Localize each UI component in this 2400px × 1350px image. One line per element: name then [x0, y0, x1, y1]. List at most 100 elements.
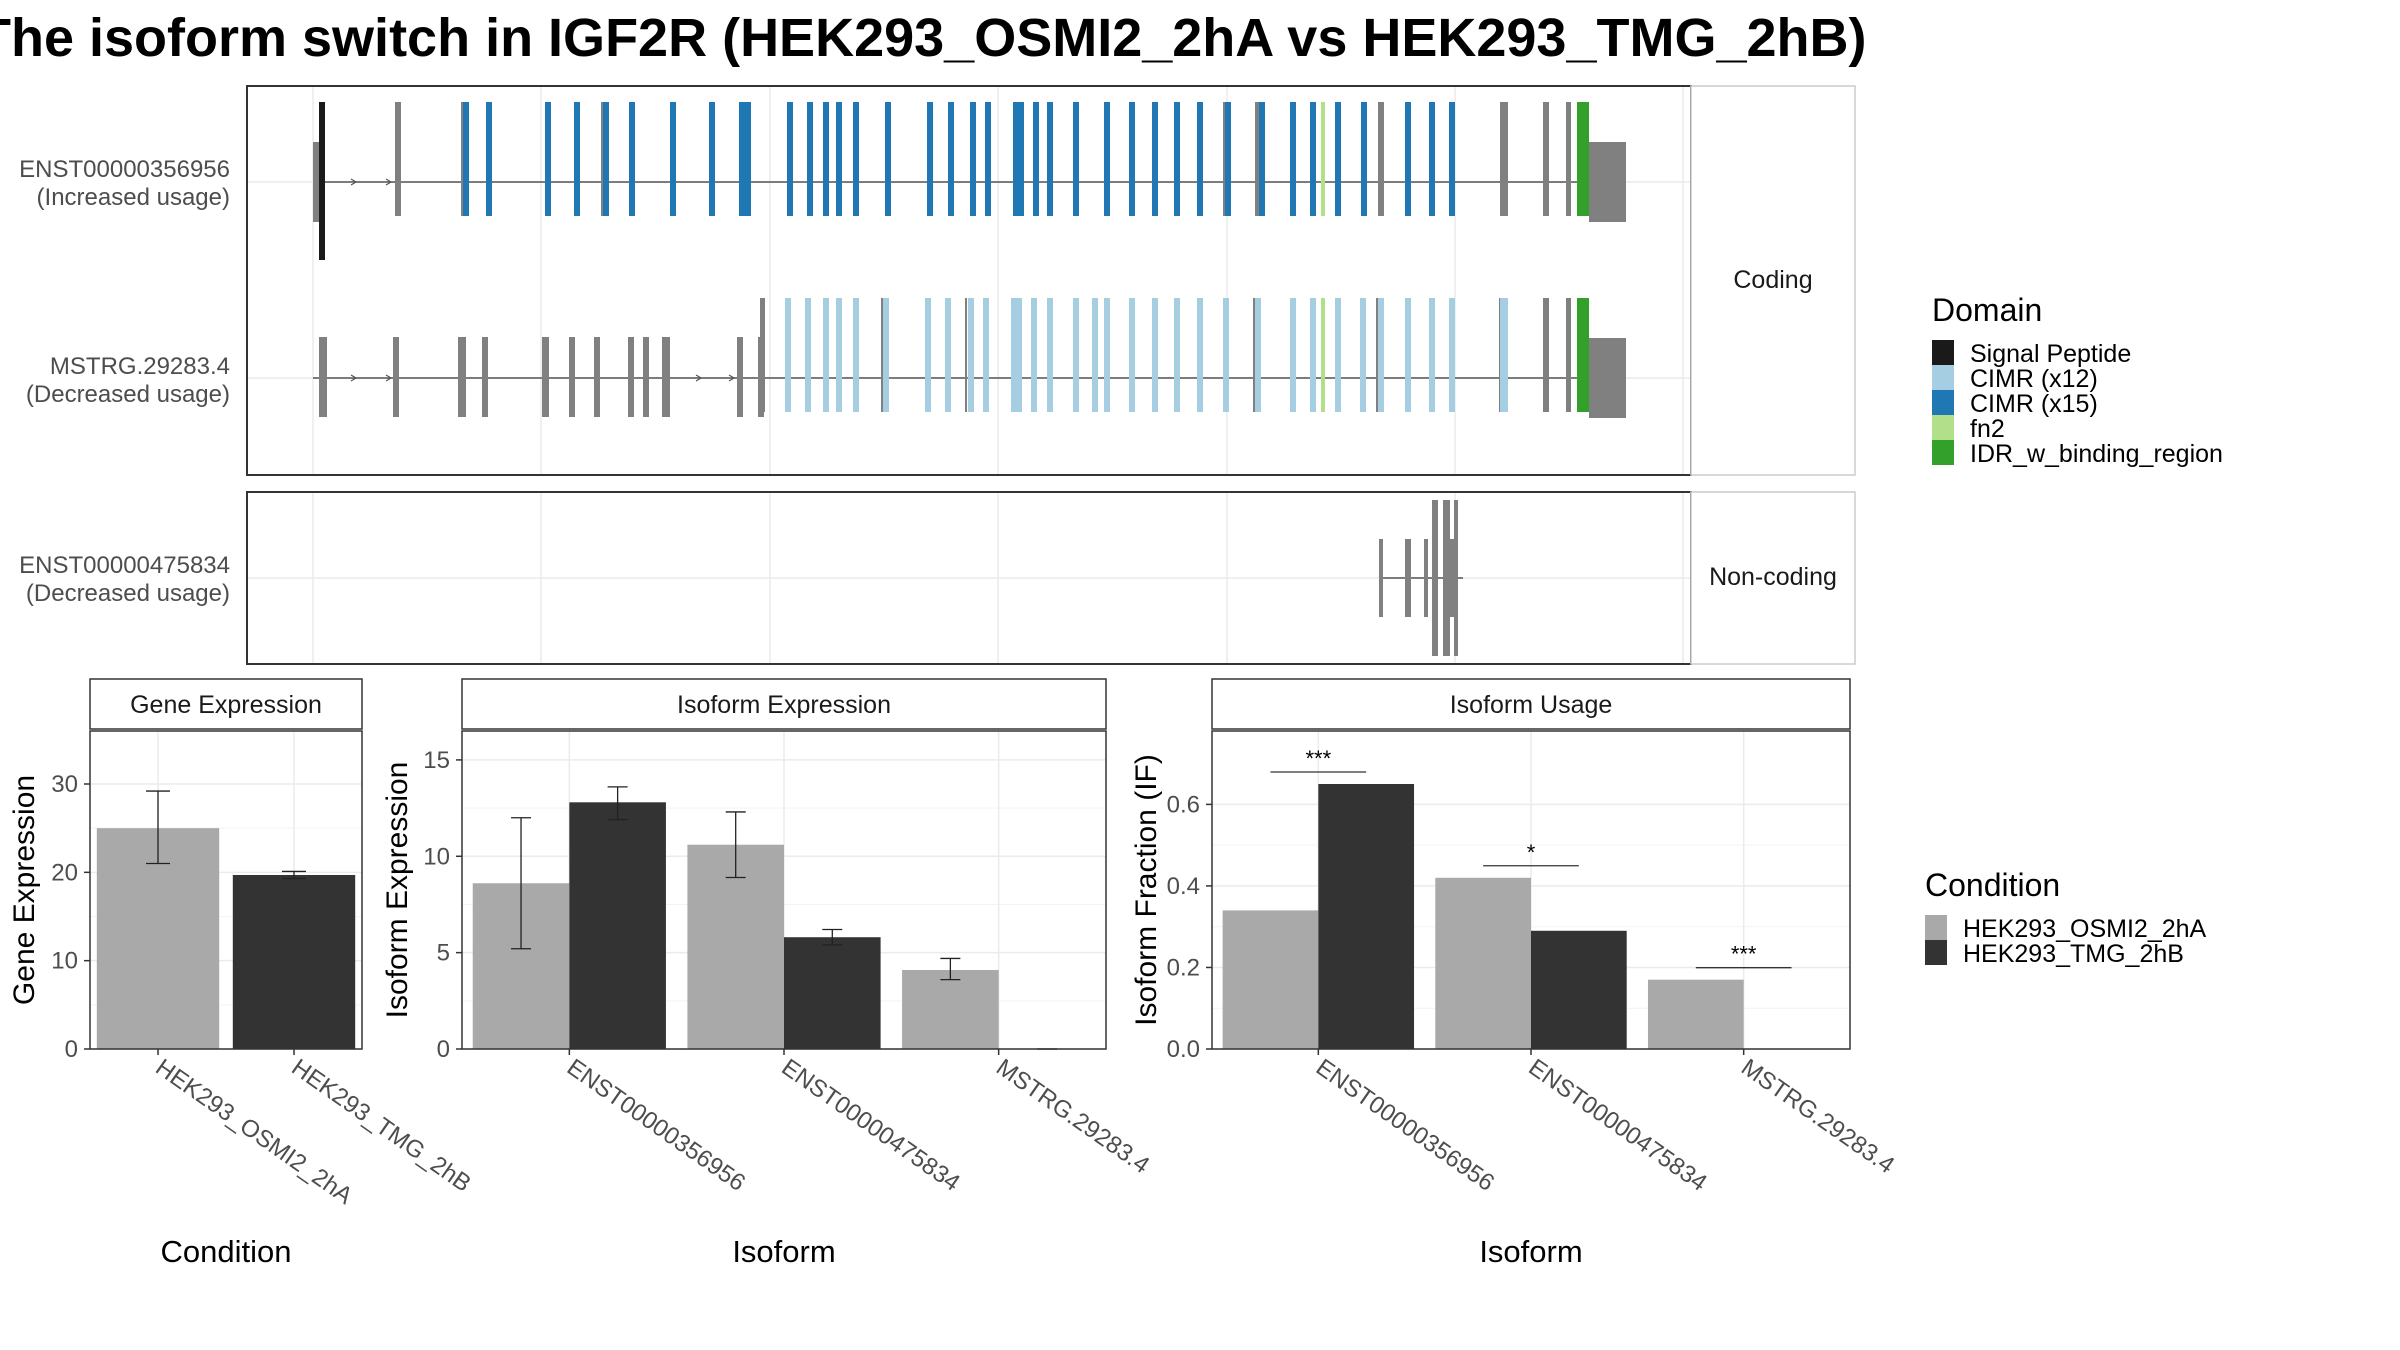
exon	[823, 298, 829, 412]
isoform-usage-chart: Isoform Usage0.00.20.40.6*******ENST0000…	[1130, 678, 1899, 1269]
exon	[1290, 102, 1296, 216]
exon	[393, 337, 399, 417]
exon	[463, 102, 469, 216]
exon	[1016, 298, 1022, 412]
exon	[1360, 298, 1366, 412]
exon-edge	[965, 298, 967, 412]
exon	[970, 102, 976, 216]
x-tick-label: MSTRG.29283.4	[1736, 1054, 1899, 1179]
exon	[823, 102, 829, 216]
y-tick-label: 0	[437, 1036, 450, 1063]
strand-arrow	[695, 374, 703, 382]
exon	[1566, 102, 1571, 216]
legend-swatch-cond-a	[1925, 915, 1947, 940]
utr-exon	[1589, 338, 1626, 418]
exon	[662, 337, 670, 417]
exon	[709, 102, 715, 216]
utr-exon	[1589, 142, 1626, 222]
exon	[1379, 539, 1383, 617]
exon	[545, 102, 551, 216]
x-tick-label: ENST00000356956	[1311, 1054, 1499, 1197]
exon	[594, 337, 600, 417]
exon-edge	[1376, 298, 1378, 412]
exon	[1429, 102, 1435, 216]
isoform-expression-chart: Isoform Expression 0 5 10 15 ENST00000356956 E…	[381, 678, 1154, 1269]
x-tick-label: ENST00000356956	[562, 1054, 750, 1197]
exon	[1129, 102, 1135, 216]
strand-arrow	[350, 178, 358, 186]
bar	[784, 937, 881, 1049]
exon	[1443, 500, 1450, 656]
exon	[1197, 298, 1203, 412]
exon	[1405, 539, 1411, 617]
exon	[985, 102, 991, 216]
exon	[745, 102, 751, 216]
exon	[1405, 298, 1411, 412]
coding-panel	[246, 85, 1692, 476]
exon	[853, 298, 859, 412]
coding-strip: Coding	[1690, 85, 1856, 476]
legend-label-signal-peptide: Signal Peptide	[1970, 340, 2131, 368]
exon	[1223, 298, 1229, 412]
domain-legend: Domain Signal Peptide CIMR (x12) CIMR (x…	[1932, 292, 2223, 468]
exon	[1255, 102, 1261, 216]
exon	[805, 298, 811, 412]
y-tick-label: 0.0	[1167, 1036, 1200, 1063]
strand-arrow	[350, 374, 358, 382]
exon	[319, 337, 327, 417]
legend-swatch-cimr12	[1932, 365, 1954, 390]
exon	[785, 298, 791, 412]
exon-edge	[1253, 298, 1255, 412]
exon	[737, 337, 743, 417]
transcript-label-3-id: ENST00000475834	[19, 552, 230, 579]
exon	[1104, 102, 1110, 216]
exon	[836, 102, 842, 216]
exon	[603, 102, 609, 216]
exon	[643, 337, 649, 417]
exon	[1566, 298, 1571, 412]
y-tick-label: 20	[51, 859, 78, 886]
strip-header	[461, 678, 1107, 730]
bar	[1318, 784, 1415, 1049]
exon	[1500, 298, 1508, 412]
strip-header	[1211, 678, 1851, 730]
exon	[1424, 539, 1428, 617]
exon	[807, 102, 813, 216]
exon	[1432, 500, 1438, 656]
exon	[760, 298, 765, 412]
exon	[1225, 102, 1231, 216]
strip-label: Isoform Expression	[677, 691, 891, 719]
transcript-labels: ENST00000356956 (Increased usage) MSTRG.…	[19, 156, 230, 607]
legend-swatch-cimr15	[1932, 390, 1954, 415]
legend-label-idr: IDR_w_binding_region	[1970, 440, 2223, 468]
y-tick-label: 0.4	[1167, 873, 1200, 900]
legend-label-cimr15: CIMR (x15)	[1970, 390, 2098, 418]
figure-title: The isoform switch in IGF2R (HEK293_OSMI…	[0, 8, 1867, 68]
y-tick-label: 0.6	[1167, 791, 1200, 818]
significance-label: ***	[1305, 746, 1331, 771]
exon	[1013, 102, 1019, 216]
exon	[1129, 298, 1135, 412]
exon	[629, 102, 635, 216]
transcript-label-2-usage: (Decreased usage)	[26, 381, 230, 408]
exon	[1197, 102, 1203, 216]
noncoding-panel	[246, 491, 1692, 665]
exon	[1310, 102, 1316, 216]
y-tick-label: 30	[51, 771, 78, 798]
exon	[983, 298, 989, 412]
significance-label: ***	[1731, 942, 1757, 967]
exon	[836, 298, 842, 412]
exon	[925, 298, 931, 412]
exon	[670, 102, 676, 216]
exon	[1073, 298, 1079, 412]
exon	[1174, 102, 1180, 216]
transcript-enst00000356956	[313, 102, 1626, 260]
exon	[1449, 298, 1455, 412]
transcript-label-1-usage: (Increased usage)	[37, 184, 230, 211]
exon	[486, 102, 492, 216]
exon	[1011, 298, 1017, 412]
x-axis-title: Isoform	[732, 1234, 835, 1269]
condition-legend: Condition HEK293_OSMI2_2hA HEK293_TMG_2h…	[1925, 867, 2207, 968]
noncoding-strip-label: Non-coding	[1709, 563, 1837, 591]
strip-header	[89, 678, 363, 730]
